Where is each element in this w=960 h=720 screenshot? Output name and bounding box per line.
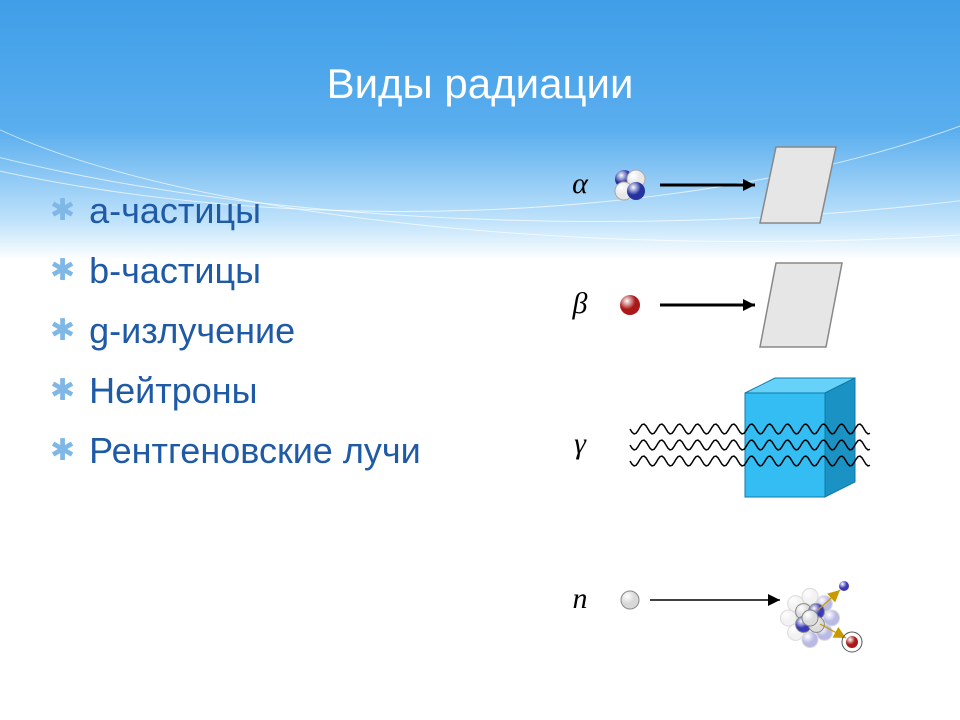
list-item: ✱ Рентгеновские лучи <box>50 430 421 472</box>
star-bullet-icon: ✱ <box>50 316 75 346</box>
radiation-diagram: α β γ n <box>500 130 920 690</box>
star-bullet-icon: ✱ <box>50 196 75 226</box>
svg-text:γ: γ <box>574 427 587 460</box>
list-item-label: Нейтроны <box>89 370 257 412</box>
list-item: ✱ g-излучение <box>50 310 421 352</box>
diagram-row-γ: γ <box>574 378 870 497</box>
slide: Виды радиации ✱ a-частицы ✱ b-частицы ✱ … <box>0 0 960 720</box>
star-bullet-icon: ✱ <box>50 376 75 406</box>
list-item: ✱ a-частицы <box>50 190 421 232</box>
list-item-label: b-частицы <box>89 250 261 292</box>
star-bullet-icon: ✱ <box>50 436 75 466</box>
svg-text:α: α <box>572 167 589 200</box>
slide-title: Виды радиации <box>0 60 960 108</box>
diagram-row-α: α <box>572 147 836 223</box>
list-item-label: Рентгеновские лучи <box>89 430 421 472</box>
star-bullet-icon: ✱ <box>50 256 75 286</box>
svg-text:n: n <box>573 582 588 615</box>
diagram-row-n: n <box>573 581 863 652</box>
list-item: ✱ Нейтроны <box>50 370 421 412</box>
svg-text:β: β <box>572 287 588 320</box>
list-item: ✱ b-частицы <box>50 250 421 292</box>
diagram-row-β: β <box>572 263 842 347</box>
radiation-type-list: ✱ a-частицы ✱ b-частицы ✱ g-излучение ✱ … <box>50 190 421 490</box>
list-item-label: g-излучение <box>89 310 295 352</box>
list-item-label: a-частицы <box>89 190 261 232</box>
